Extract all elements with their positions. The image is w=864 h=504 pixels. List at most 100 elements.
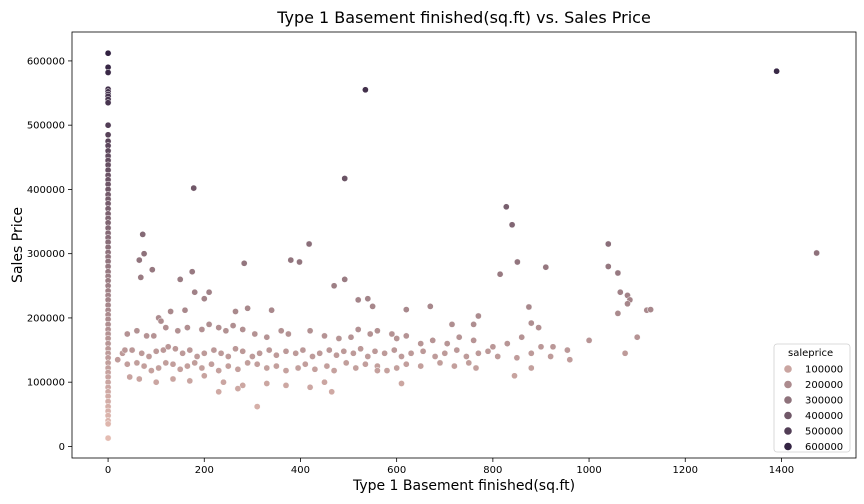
x-tick-label: 600 [387,465,406,476]
data-point [176,276,184,283]
data-point [205,321,213,328]
data-point [200,372,208,380]
data-point [162,359,170,367]
legend-label: 100000 [805,365,843,376]
data-point [164,343,172,351]
data-point [169,375,177,383]
data-point [215,324,223,331]
data-point [137,274,145,281]
data-point [139,231,147,238]
data-point [585,337,593,344]
data-point [508,221,516,229]
y-axis-label: Sales Price [10,207,26,283]
data-point [325,346,333,354]
data-point [494,353,502,360]
data-point [451,362,458,370]
data-point [191,359,199,367]
data-point [364,295,372,303]
data-point [239,382,247,389]
legend-entries: 100000 200000 300000 400000 500000 600000 [784,365,843,453]
data-point [184,324,191,331]
data-point [330,282,338,290]
data-point [347,333,355,341]
data-point [215,367,223,374]
data-point [518,333,526,341]
data-point [155,364,162,372]
data-point [393,335,401,342]
data-point [104,434,112,442]
x-tick-label: 0 [105,465,111,476]
data-point [140,362,148,370]
data-point [162,324,170,331]
legend-label: 300000 [805,396,843,407]
data-point [268,306,275,314]
y-tick-label: 0 [59,442,65,453]
data-point [342,359,350,367]
data-point [123,330,131,338]
data-point [431,353,439,360]
data-point [135,256,143,264]
data-point [249,353,256,360]
y-tick-label: 400000 [27,185,65,196]
data-point [128,346,136,354]
data-point [123,360,131,368]
data-point [138,349,146,357]
legend-label: 400000 [805,411,843,422]
data-point [253,360,261,368]
data-point [148,367,155,374]
data-point [402,360,410,368]
legend-box [773,343,851,453]
data-point [371,347,379,355]
data-point [614,310,622,317]
data-point [417,362,425,370]
data-point [429,337,437,344]
data-point [407,349,415,357]
data-point [366,330,374,338]
data-point [604,240,612,248]
data-point [198,326,206,333]
data-point [398,380,405,387]
data-point [160,346,167,354]
data-point [496,270,504,278]
data-point [527,364,535,372]
data-point [229,322,237,329]
data-point [362,86,369,94]
data-point [374,367,381,374]
data-point [104,131,112,139]
data-point [340,347,348,355]
data-point [282,347,290,355]
data-point [537,343,545,351]
data-point [647,306,654,313]
data-point [564,346,571,354]
chart-title: Type 1 Basement finished(sq.ft) vs. Sale… [276,8,651,27]
data-point [549,343,557,351]
data-point [604,263,612,270]
data-point [169,360,177,368]
data-point [145,353,153,360]
data-point [181,306,189,314]
x-tick-label: 1200 [673,465,698,476]
data-point [513,354,521,362]
data-point [511,372,518,380]
data-point [104,99,112,107]
data-point [104,69,112,76]
legend-marker [784,365,792,373]
data-point [282,382,290,389]
data-point [273,362,280,370]
data-point [624,300,631,308]
legend-marker [784,411,792,420]
data-point [633,333,641,341]
data-point [244,359,251,367]
data-point [133,359,141,367]
data-point [475,312,482,320]
data-point [489,343,497,351]
data-point [419,347,427,355]
y-tick-label: 500000 [27,121,65,132]
data-point [352,364,360,372]
data-point [316,349,324,357]
data-point [282,367,290,374]
data-point [188,268,196,276]
data-point [393,364,401,372]
data-point [335,335,343,342]
data-point [224,362,232,370]
